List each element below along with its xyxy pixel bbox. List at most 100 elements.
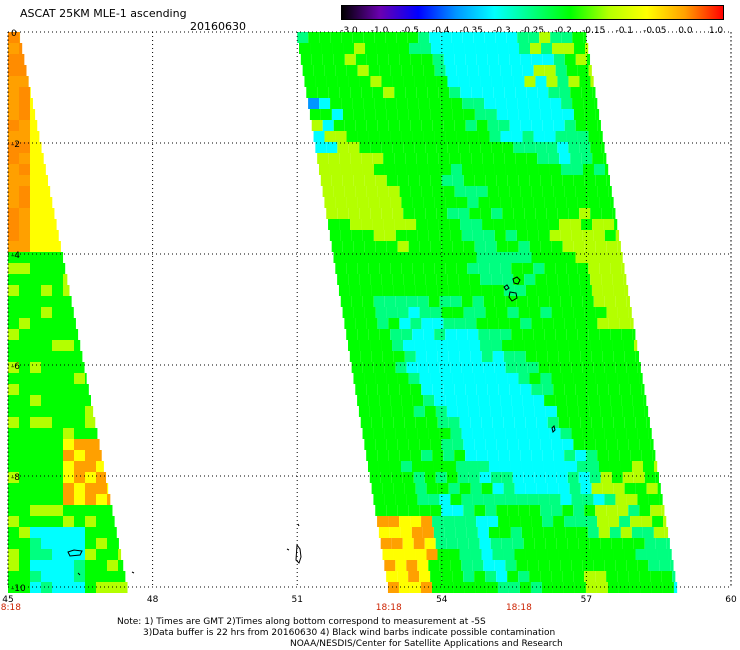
swath-cell	[8, 197, 19, 208]
swath-cell	[540, 175, 552, 186]
swath-cell	[8, 571, 19, 582]
swath-cell	[96, 461, 104, 472]
swath-cell	[624, 549, 636, 560]
swath-cell	[368, 329, 380, 340]
swath-cell	[85, 395, 91, 406]
swath-cell	[444, 461, 456, 472]
swath-cell	[507, 373, 519, 384]
swath-cell	[613, 351, 625, 362]
swath-cell	[553, 384, 565, 395]
swath-cell	[19, 406, 30, 417]
swath-cell	[569, 351, 581, 362]
swath-cell	[535, 208, 547, 219]
swath-cell	[441, 175, 453, 186]
swath-cell	[594, 98, 598, 109]
swath-cell	[633, 472, 645, 483]
swath-cell	[451, 32, 463, 43]
swath-cell	[489, 197, 501, 208]
swath-cell	[573, 241, 585, 252]
swath-cell	[8, 373, 19, 384]
swath-cell	[521, 527, 533, 538]
swath-cell	[597, 120, 601, 131]
swath-cell	[19, 373, 30, 384]
swath-cell	[107, 571, 118, 582]
swath-cell	[19, 252, 30, 263]
swath-cell	[333, 252, 345, 263]
swath-cell	[564, 384, 576, 395]
swath-cell	[377, 318, 389, 329]
swath-cell	[526, 87, 538, 98]
swath-cell	[461, 428, 473, 439]
swath-cell	[432, 252, 444, 263]
swath-cell	[653, 527, 665, 538]
swath-cell	[8, 450, 19, 461]
swath-cell	[555, 263, 567, 274]
swath-cell	[544, 131, 556, 142]
swath-cell	[484, 32, 496, 43]
swath-cell	[419, 505, 431, 516]
swath-cell	[52, 351, 63, 362]
swath-cell	[533, 197, 545, 208]
swath-cell	[397, 571, 409, 582]
swath-cell	[363, 98, 375, 109]
swath-cell	[52, 549, 63, 560]
swath-cell	[396, 32, 408, 43]
swath-cell	[652, 516, 664, 527]
swath-cell	[555, 65, 567, 76]
swath-cell	[452, 241, 464, 252]
swath-cell	[30, 219, 41, 230]
swath-cell	[490, 472, 502, 483]
swath-cell	[571, 560, 583, 571]
swath-cell	[410, 384, 422, 395]
swath-cell	[556, 472, 568, 483]
swath-cell	[30, 285, 41, 296]
swath-cell	[487, 54, 499, 65]
swath-cell	[19, 516, 30, 527]
swath-cell	[507, 109, 519, 120]
colorbar-label: -0.1	[615, 26, 634, 36]
swath-cell	[604, 494, 616, 505]
swath-cell	[522, 197, 534, 208]
swath-cell	[430, 175, 442, 186]
swath-cell	[493, 87, 505, 98]
swath-cell	[604, 362, 616, 373]
swath-cell	[450, 428, 462, 439]
swath-cell	[601, 208, 613, 219]
swath-cell	[344, 318, 356, 329]
swath-cell	[572, 32, 584, 43]
swath-cell	[41, 560, 52, 571]
swath-cell	[536, 285, 548, 296]
swath-cell	[8, 516, 19, 527]
swath-cell	[586, 318, 598, 329]
swath-cell	[481, 417, 493, 428]
swath-cell	[505, 362, 517, 373]
swath-cell	[579, 340, 591, 351]
swath-cell	[586, 120, 598, 131]
swath-cell	[408, 439, 420, 450]
swath-cell	[533, 329, 545, 340]
swath-cell	[470, 417, 482, 428]
swath-cell	[346, 329, 358, 340]
swath-cell	[410, 252, 422, 263]
swath-cell	[52, 362, 63, 373]
swath-cell	[584, 241, 596, 252]
swath-cell	[406, 164, 418, 175]
swath-cell	[19, 241, 30, 252]
swath-cell	[557, 274, 569, 285]
swath-cell	[351, 230, 363, 241]
swath-cell	[494, 494, 506, 505]
swath-cell	[389, 461, 401, 472]
swath-cell	[608, 252, 620, 263]
swath-cell	[509, 450, 521, 461]
swath-cell	[558, 483, 570, 494]
swath-cell	[555, 329, 567, 340]
swath-cell	[30, 296, 41, 307]
swath-cell	[74, 494, 85, 505]
swath-cell	[335, 131, 347, 142]
swath-cell	[8, 120, 19, 131]
swath-cell	[422, 527, 434, 538]
swath-cell	[498, 186, 510, 197]
swath-cell	[449, 87, 461, 98]
swath-cell	[637, 560, 649, 571]
swath-cell	[389, 527, 401, 538]
